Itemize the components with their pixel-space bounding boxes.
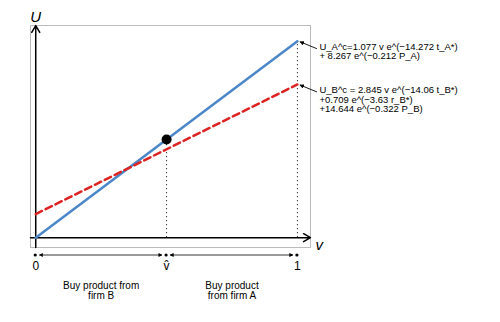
- svg-text:0: 0: [32, 259, 39, 273]
- svg-text:Buy product fromfirm B: Buy product fromfirm B: [63, 280, 139, 301]
- svg-text:U_B^c = 2.845 v e^(−14.06 t_B*: U_B^c = 2.845 v e^(−14.06 t_B*)+0.709 e^…: [319, 84, 457, 114]
- svg-text:U: U: [30, 8, 41, 25]
- svg-text:1: 1: [294, 259, 301, 273]
- svg-text:Buy productfrom firm A: Buy productfrom firm A: [205, 280, 259, 301]
- svg-text:v̂: v̂: [164, 259, 170, 273]
- svg-text:v: v: [316, 236, 325, 253]
- svg-text:U_A^c=1.077 v e^(−14.272 t_A*): U_A^c=1.077 v e^(−14.272 t_A*)+ 8.267 e^…: [319, 41, 457, 62]
